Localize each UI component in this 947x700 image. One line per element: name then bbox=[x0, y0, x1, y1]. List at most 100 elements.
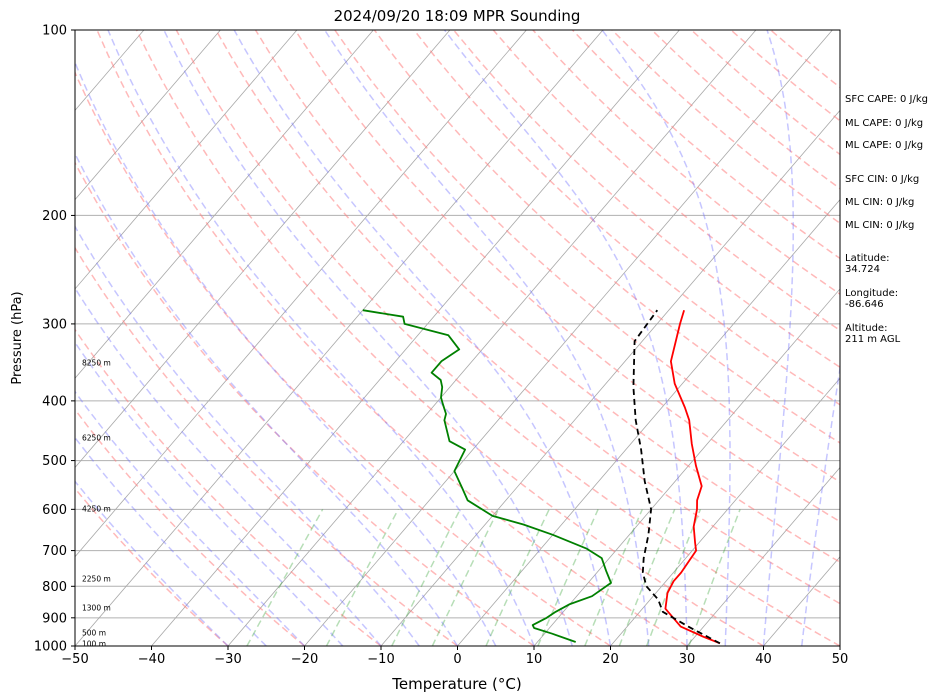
dry-adiabat bbox=[75, 246, 458, 646]
dewpoint-line bbox=[362, 309, 612, 643]
dry-adiabat bbox=[453, 30, 840, 369]
isotherm-line bbox=[457, 199, 840, 646]
dry-adiabat bbox=[75, 487, 229, 646]
isotherm-line bbox=[75, 30, 221, 201]
moist-adiabat bbox=[163, 30, 574, 646]
dry-adiabat bbox=[135, 30, 764, 646]
y-tick-label: 200 bbox=[42, 209, 67, 224]
x-axis-label: Temperature (°C) bbox=[391, 675, 521, 693]
isotherm-line bbox=[75, 30, 527, 558]
moist-adiabat bbox=[762, 30, 794, 646]
mixing-ratio-line bbox=[391, 508, 461, 646]
dry-adiabat bbox=[75, 161, 535, 646]
moist-adiabat bbox=[324, 30, 650, 646]
moist-adiabat bbox=[75, 436, 267, 646]
moist-adiabat bbox=[75, 151, 459, 646]
y-tick-label: 100 bbox=[42, 24, 67, 39]
dry-adiabat bbox=[413, 30, 840, 406]
dry-adiabat bbox=[532, 30, 840, 296]
y-axis-label: Pressure (hPa) bbox=[10, 291, 25, 384]
isotherm-line bbox=[304, 30, 833, 646]
x-axis-ticks: −50 −40 −30 −20 −10 0 10 20 30 40 50 bbox=[61, 646, 848, 667]
mixing-ratio-line bbox=[584, 509, 643, 646]
x-tick-label: −50 bbox=[61, 652, 88, 667]
mixing-ratio-line bbox=[645, 509, 702, 646]
isotherm-line bbox=[75, 30, 604, 646]
y-tick-label: 300 bbox=[42, 317, 67, 332]
x-tick-label: 20 bbox=[602, 652, 619, 667]
isotherm-line bbox=[380, 109, 840, 646]
moist-adiabat bbox=[107, 30, 535, 646]
height-label: 100 m bbox=[82, 640, 106, 649]
dry-adiabat bbox=[75, 328, 382, 646]
isotherm-line bbox=[75, 30, 298, 290]
x-tick-label: 10 bbox=[526, 652, 543, 667]
mixing-ratio-line bbox=[431, 508, 500, 646]
moist-adiabat bbox=[75, 225, 420, 646]
moist-adiabat bbox=[233, 30, 612, 646]
x-tick-label: 30 bbox=[679, 652, 696, 667]
height-label: 4250 m bbox=[82, 504, 111, 513]
moist-adiabat bbox=[75, 390, 306, 646]
dry-adiabat bbox=[492, 30, 840, 332]
dry-adiabat bbox=[75, 70, 611, 646]
y-tick-label: 700 bbox=[42, 544, 67, 559]
isotherm-line bbox=[75, 30, 451, 469]
moist-adiabats bbox=[75, 30, 840, 646]
x-tick-label: 50 bbox=[832, 652, 849, 667]
annotation-text: ML CAPE: 0 J/kg bbox=[845, 140, 923, 151]
annotation-text: Longitude: -86.646 bbox=[845, 288, 898, 310]
x-tick-label: −30 bbox=[214, 652, 241, 667]
chart-title: 2024/09/20 18:09 MPR Sounding bbox=[334, 7, 581, 25]
isotherm-line bbox=[686, 466, 840, 646]
height-label: 8250 m bbox=[82, 359, 111, 368]
dry-adiabat bbox=[334, 30, 840, 483]
moist-adiabat bbox=[444, 30, 688, 646]
y-tick-label: 1000 bbox=[34, 640, 67, 655]
isotherm-line bbox=[610, 377, 840, 646]
dry-adiabats bbox=[75, 30, 840, 646]
annotation-text: SFC CAPE: 0 J/kg bbox=[845, 94, 928, 105]
annotation-text: ML CAPE: 0 J/kg bbox=[845, 118, 923, 129]
height-label: 1300 m bbox=[82, 604, 111, 613]
annotation-text: Altitude: 211 m AGL bbox=[845, 323, 901, 345]
plot-area: 100 m 500 m 1300 m 2250 m 4250 m 6250 m 8250 m bbox=[75, 30, 840, 649]
dry-adiabat bbox=[373, 30, 840, 444]
isotherm-line bbox=[533, 288, 840, 646]
x-tick-label: 0 bbox=[453, 652, 461, 667]
isotherm-line bbox=[75, 30, 374, 379]
x-tick-label: −40 bbox=[138, 652, 165, 667]
moist-adiabat bbox=[75, 286, 382, 646]
moist-adiabat bbox=[601, 30, 731, 646]
moist-adiabat bbox=[75, 341, 344, 646]
y-axis-ticks: 100 200 300 400 500 600 700 800 900 1000 bbox=[34, 24, 75, 655]
mixing-ratio-line bbox=[325, 508, 399, 646]
mixing-ratio-line bbox=[537, 508, 599, 646]
dry-adiabat bbox=[254, 30, 840, 564]
annotation-text: SFC CIN: 0 J/kg bbox=[845, 174, 919, 185]
y-tick-label: 600 bbox=[42, 503, 67, 518]
temperature-line bbox=[664, 309, 721, 645]
height-label: 6250 m bbox=[82, 433, 111, 442]
annotation-text: Latitude: 34.724 bbox=[845, 253, 890, 275]
isotherm-line bbox=[151, 30, 680, 646]
mixing-ratio-line bbox=[688, 509, 741, 646]
dry-adiabat bbox=[175, 30, 840, 646]
moist-adiabat bbox=[75, 480, 229, 646]
mixing-ratio-lines bbox=[246, 508, 741, 646]
isotherm-line bbox=[227, 30, 757, 646]
y-tick-label: 800 bbox=[42, 580, 67, 595]
dry-adiabat bbox=[75, 408, 305, 646]
annotation-text: ML CIN: 0 J/kg bbox=[845, 220, 914, 231]
height-label: 2250 m bbox=[82, 575, 111, 584]
sounding-annotations: SFC CAPE: 0 J/kg ML CAPE: 0 J/kg ML CAPE: … bbox=[845, 94, 928, 345]
x-tick-label: −20 bbox=[291, 652, 318, 667]
mixing-ratio-line bbox=[618, 509, 676, 646]
moist-adiabat bbox=[75, 60, 497, 646]
dry-adiabat bbox=[215, 30, 840, 605]
height-label: 500 m bbox=[82, 629, 106, 638]
mixing-ratio-line bbox=[246, 508, 324, 646]
y-tick-label: 500 bbox=[42, 454, 67, 469]
sounding-series bbox=[362, 309, 721, 645]
height-labels: 100 m 500 m 1300 m 2250 m 4250 m 6250 m 8250 m bbox=[82, 359, 111, 649]
